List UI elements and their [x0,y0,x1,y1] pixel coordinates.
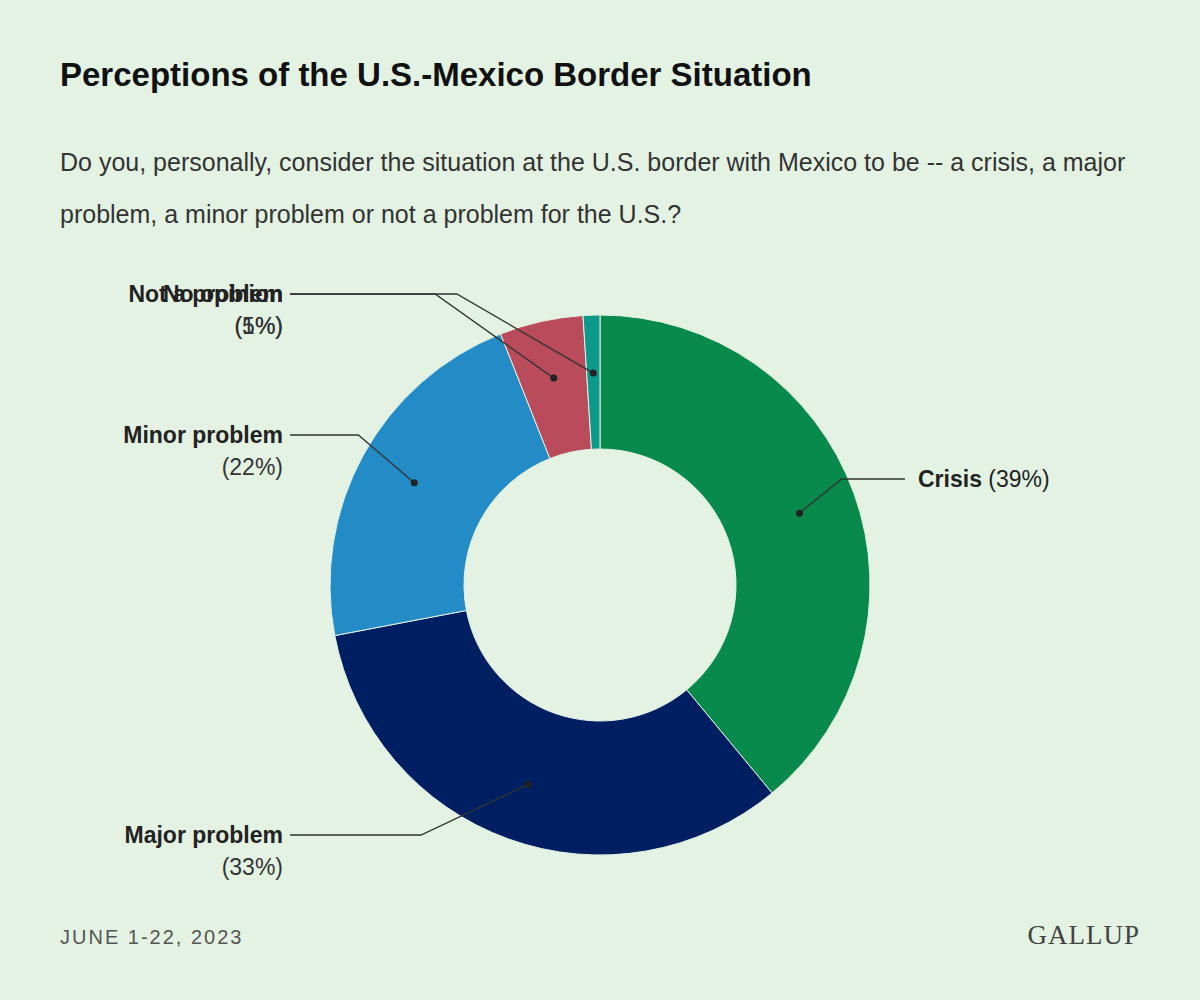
labels: Crisis (39%) Major problem (33%) Minor prob… [123,281,1049,880]
category-label: Crisis [918,466,982,492]
slice [335,610,772,855]
leader-dot [550,375,557,382]
slice [330,334,550,636]
leader-line [290,294,593,373]
leader-line [290,294,554,378]
title: Perceptions of the U.S.-Mexico Border Si… [60,56,812,94]
leader-line [290,784,528,835]
chart: Crisis (39%) Major problem (33%) Minor prob… [0,0,1200,1000]
leader-line [799,479,905,513]
category-label: Minor problem [123,422,283,448]
value-label: (1%) [234,313,283,339]
value-label: (39%) [982,466,1050,492]
value-label: (33%) [222,854,283,880]
subtitle: Do you, personally, consider the situati… [60,136,1160,240]
value-label: (5%) [234,313,283,339]
date: JUNE 1-22, 2023 [60,926,243,949]
leader-dot [796,510,803,517]
leader-dot [411,479,418,486]
value-label: (22%) [222,454,283,480]
slice [583,315,600,449]
category-label: No opinion [163,281,283,307]
category-label: Major problem [125,822,283,848]
leader-dot [525,781,532,788]
source: GALLUP [1028,920,1141,951]
leader-dot [590,370,597,377]
slice [501,316,592,459]
leader-line [290,435,414,483]
slice-label: Crisis (39%) [918,466,1050,492]
slices [330,315,870,855]
category-label: Not a problem [128,281,283,307]
